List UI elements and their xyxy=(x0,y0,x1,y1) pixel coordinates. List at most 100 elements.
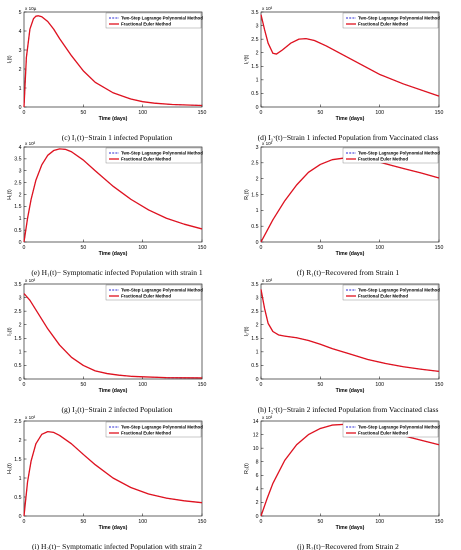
chart-panel-1: 0 50 100 150 0 1 2 3 4 5x 10µ Time (days) I₁(t) Two-… xyxy=(7,6,206,142)
y-tick-label: 0.5 xyxy=(14,363,21,369)
axis-multiplier: x 10³ xyxy=(25,415,36,420)
y-tick-label: 2 xyxy=(256,51,259,57)
x-tick-label: 0 xyxy=(260,245,263,251)
y-tick-label: 2 xyxy=(19,67,22,73)
series-line-2 xyxy=(23,293,203,379)
y-tick-label: 1 xyxy=(19,476,22,482)
y-tick-label: 2.5 xyxy=(14,419,21,425)
axis-multiplier: x 10µ xyxy=(25,6,37,11)
y-tick-label: 3.5 xyxy=(14,282,21,288)
y-tick-label: 1 xyxy=(256,350,259,356)
x-tick-label: 0 xyxy=(23,519,26,525)
x-tick-label: 100 xyxy=(375,245,384,251)
y-tick-label: 8 xyxy=(256,460,259,466)
axis-multiplier: x 10³ xyxy=(262,141,273,146)
x-tick-label: 50 xyxy=(317,245,323,251)
legend-label: Fractional Euler Method xyxy=(358,22,408,27)
chart-panel-5: 0 50 100 150 0 0.5 1 1.5 2 2.5 3 3.5 x 10³ Time (days… xyxy=(7,278,206,414)
y-tick-label: 2.5 xyxy=(14,309,21,315)
legend: Two-Step Lagrange Polynomial MethodFract… xyxy=(342,12,440,29)
legend-box xyxy=(105,284,202,301)
chart-panel-2: 0 50 100 150 0 0.5 1 1.5 2 2.5 3 3.5 x 10³ Time (days… xyxy=(244,6,443,142)
legend-box xyxy=(342,421,439,438)
x-tick-label: 50 xyxy=(317,519,323,525)
legend-label: Fractional Euler Method xyxy=(358,157,408,162)
axis-multiplier: x 10³ xyxy=(262,6,273,11)
panel-caption: (g) I₂(t)−Strain 2 infected Population xyxy=(62,405,173,414)
x-tick-label: 100 xyxy=(375,110,384,116)
chart-panel-8: 0 50 100 150 0 2 4 6 8 10 12 14x 10³ Time (days) R₂(t… xyxy=(244,415,443,550)
y-tick-label: 2 xyxy=(256,500,259,506)
y-tick-label: 3.5 xyxy=(251,10,258,16)
y-tick-label: 3.5 xyxy=(251,282,258,288)
legend-label: Two-Step Lagrange Polynomial Method xyxy=(358,16,440,21)
legend: Two-Step Lagrange Polynomial MethodFract… xyxy=(105,284,203,301)
legend-box xyxy=(342,147,439,164)
y-tick-label: 0 xyxy=(19,105,22,111)
y-tick-label: 0.5 xyxy=(14,495,21,501)
x-tick-label: 50 xyxy=(80,519,86,525)
y-tick-label: 1 xyxy=(256,78,259,84)
chart-panel-3: 0 50 100 150 0 0.5 1 1.5 2 2.5 3 3.5 4x 10³ Time (day… xyxy=(7,141,206,277)
legend: Two-Step Lagrange Polynomial MethodFract… xyxy=(105,12,203,29)
y-tick-label: 0.5 xyxy=(251,224,258,230)
x-axis-label: Time (days) xyxy=(99,525,128,531)
y-axis-label: I₂ᵛ(t) xyxy=(244,326,250,336)
y-tick-label: 0.5 xyxy=(14,228,21,234)
x-axis-label: Time (days) xyxy=(99,388,128,394)
legend-box xyxy=(105,421,202,438)
x-axis-label: Time (days) xyxy=(99,116,128,122)
x-tick-label: 150 xyxy=(435,110,444,116)
x-tick-label: 100 xyxy=(138,110,147,116)
y-tick-label: 2.5 xyxy=(251,161,258,167)
y-tick-label: 14 xyxy=(253,419,259,425)
legend-box xyxy=(342,284,439,301)
legend-label: Fractional Euler Method xyxy=(121,157,171,162)
y-axis-label: I₂(t) xyxy=(7,327,13,336)
y-tick-label: 2 xyxy=(19,323,22,329)
x-tick-label: 50 xyxy=(80,110,86,116)
y-tick-label: 4 xyxy=(19,145,22,151)
x-tick-label: 150 xyxy=(198,382,207,388)
x-tick-label: 0 xyxy=(260,110,263,116)
y-tick-label: 1 xyxy=(19,86,22,92)
series-line-2 xyxy=(23,430,203,517)
y-tick-label: 1.5 xyxy=(251,192,258,198)
y-tick-label: 1.5 xyxy=(14,336,21,342)
legend-label: Fractional Euler Method xyxy=(358,294,408,299)
y-tick-label: 2.5 xyxy=(14,180,21,186)
legend-label: Two-Step Lagrange Polynomial Method xyxy=(358,288,440,293)
x-axis-label: Time (days) xyxy=(336,388,365,394)
y-axis-label: R₂(t) xyxy=(244,463,250,474)
x-tick-label: 50 xyxy=(317,382,323,388)
legend-label: Fractional Euler Method xyxy=(121,22,171,27)
y-tick-label: 0 xyxy=(19,240,22,246)
y-tick-label: 0 xyxy=(19,514,22,520)
y-tick-label: 2 xyxy=(256,176,259,182)
y-tick-label: 2.5 xyxy=(251,309,258,315)
x-tick-label: 0 xyxy=(23,245,26,251)
y-tick-label: 1.5 xyxy=(14,457,21,463)
y-tick-label: 12 xyxy=(253,432,259,438)
legend-box xyxy=(105,147,202,164)
legend-label: Fractional Euler Method xyxy=(121,431,171,436)
x-axis-label: Time (days) xyxy=(99,251,128,257)
x-tick-label: 150 xyxy=(198,519,207,525)
legend: Two-Step Lagrange Polynomial MethodFract… xyxy=(105,147,203,164)
y-tick-label: 0 xyxy=(256,377,259,383)
x-axis-label: Time (days) xyxy=(336,525,365,531)
y-tick-label: 0.5 xyxy=(251,91,258,97)
panel-caption: (e) H₁(t)− Symptomatic infected Populati… xyxy=(31,268,202,277)
x-axis-label: Time (days) xyxy=(336,116,365,122)
axis-multiplier: x 10³ xyxy=(262,415,273,420)
y-tick-label: 1 xyxy=(256,208,259,214)
y-tick-label: 0.5 xyxy=(251,363,258,369)
x-tick-label: 150 xyxy=(435,245,444,251)
y-tick-label: 1 xyxy=(19,350,22,356)
legend: Two-Step Lagrange Polynomial MethodFract… xyxy=(342,284,440,301)
axis-multiplier: x 10³ xyxy=(262,278,273,283)
legend-label: Fractional Euler Method xyxy=(121,294,171,299)
legend: Two-Step Lagrange Polynomial MethodFract… xyxy=(105,421,203,438)
y-tick-label: 3 xyxy=(256,23,259,29)
